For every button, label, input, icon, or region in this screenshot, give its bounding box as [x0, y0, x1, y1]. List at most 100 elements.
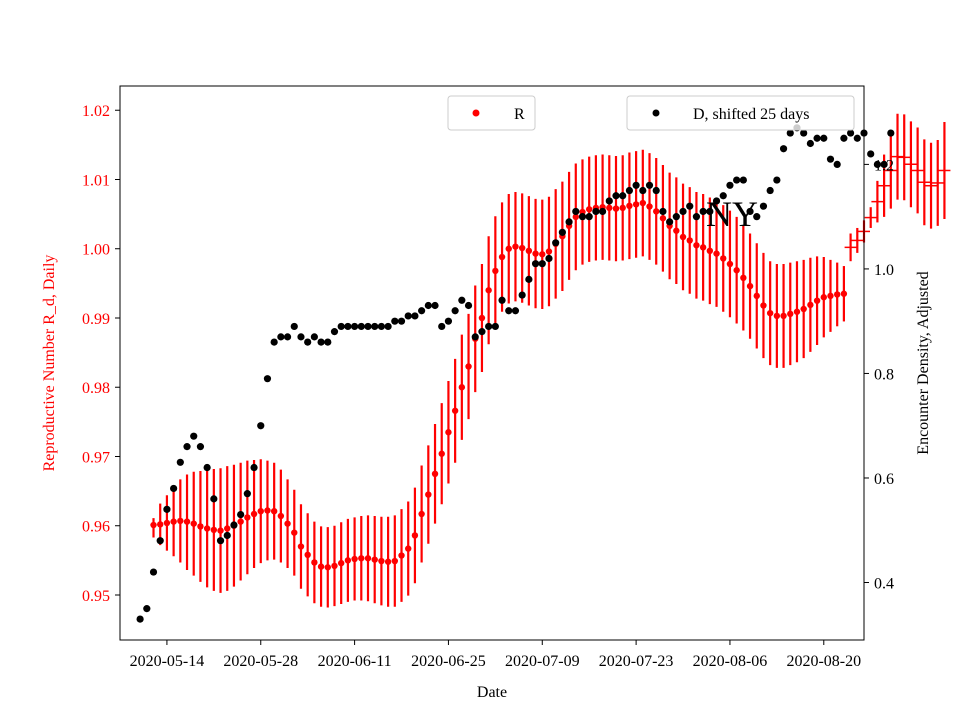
- r-point: [827, 292, 834, 300]
- r-point: [451, 407, 459, 414]
- r-point: [720, 255, 727, 262]
- r-series-points: [150, 155, 951, 571]
- d-point: [605, 197, 613, 205]
- r-point: [465, 363, 472, 370]
- r-point: [398, 552, 405, 559]
- d-point: [243, 490, 251, 498]
- r-point: [170, 518, 177, 525]
- d-point: [692, 213, 701, 221]
- r-point: [813, 297, 821, 304]
- d-point: [216, 537, 225, 545]
- r-point: [277, 512, 285, 520]
- d-point: [411, 312, 419, 320]
- d-point: [612, 192, 620, 200]
- d-point: [759, 202, 768, 210]
- d-point: [304, 338, 312, 346]
- d-point: [806, 139, 814, 148]
- r-point: [203, 525, 211, 532]
- x-tick-label: 2020-05-14: [130, 653, 205, 670]
- left-y-tick-label: 1.01: [82, 172, 110, 189]
- d-point: [820, 134, 828, 142]
- d-point: [840, 134, 848, 142]
- d-point: [525, 275, 533, 283]
- d-point: [552, 239, 560, 247]
- r-point: [585, 206, 593, 213]
- d-point: [230, 521, 238, 529]
- d-point: [545, 254, 553, 263]
- r-point: [632, 201, 640, 208]
- d-point: [283, 333, 292, 341]
- d-point: [163, 505, 171, 513]
- r-point: [384, 558, 392, 565]
- r-point: [351, 555, 358, 563]
- d-point: [377, 322, 386, 331]
- r-point: [344, 557, 352, 564]
- r-point: [653, 208, 660, 215]
- d-point: [786, 129, 794, 137]
- right-y-tick-label: 0.8: [874, 366, 894, 383]
- r-point: [257, 507, 264, 515]
- r-point: [418, 510, 425, 518]
- d-point: [136, 615, 144, 623]
- legend-r-marker: [472, 109, 480, 117]
- r-point: [713, 250, 720, 257]
- d-point: [619, 192, 627, 200]
- d-point: [773, 176, 781, 184]
- legend-r: R: [447, 95, 536, 131]
- d-point: [739, 176, 747, 184]
- d-point: [887, 129, 895, 137]
- r-point: [572, 213, 579, 221]
- left-y-tick-label: 1.02: [82, 103, 110, 120]
- r-point: [425, 491, 432, 498]
- r-point: [793, 308, 801, 315]
- r-point: [518, 244, 526, 252]
- x-axis: 2020-05-14 2020-05-28 2020-06-11 2020-06-25…: [130, 640, 861, 670]
- d-point: [203, 463, 211, 472]
- r-point: [673, 227, 680, 234]
- legend-d: D, shifted 25 days: [626, 95, 855, 131]
- d-point: [598, 207, 607, 216]
- d-point: [485, 322, 493, 331]
- d-point: [813, 134, 821, 142]
- r-point: [539, 251, 546, 258]
- d-point: [176, 458, 184, 466]
- d-point: [511, 307, 520, 315]
- d-point: [384, 322, 392, 331]
- d-point: [297, 333, 305, 341]
- d-point: [357, 322, 365, 331]
- r-point: [679, 233, 687, 241]
- r-point: [840, 290, 848, 297]
- d-point: [666, 218, 674, 226]
- r-point: [324, 564, 331, 571]
- r-point: [183, 518, 191, 525]
- right-y-tick-label: 0.6: [874, 471, 894, 488]
- d-point: [350, 322, 359, 331]
- r-point: [612, 205, 620, 212]
- d-point: [223, 531, 231, 540]
- d-point: [505, 307, 513, 315]
- d-point: [149, 568, 158, 576]
- d-point: [310, 333, 318, 341]
- r-point: [545, 248, 553, 255]
- r-point: [190, 520, 197, 527]
- d-point: [464, 301, 473, 310]
- d-point: [317, 338, 325, 346]
- d-point: [686, 202, 694, 210]
- right-y-tick-label: 1.0: [874, 262, 894, 279]
- d-point: [324, 338, 332, 346]
- left-y-tick-label: 0.98: [82, 380, 110, 397]
- r-point: [311, 559, 318, 566]
- d-point: [431, 301, 439, 310]
- d-point: [565, 218, 573, 226]
- d-point: [210, 495, 218, 503]
- r-point: [833, 291, 841, 298]
- r-point: [177, 517, 184, 525]
- d-point: [578, 213, 587, 221]
- r-point: [371, 556, 378, 563]
- d-point: [444, 317, 453, 325]
- d-point: [290, 322, 298, 331]
- x-tick-label: 2020-07-09: [505, 653, 580, 670]
- d-point: [190, 432, 198, 440]
- d-point: [880, 160, 888, 168]
- r-point: [445, 429, 452, 436]
